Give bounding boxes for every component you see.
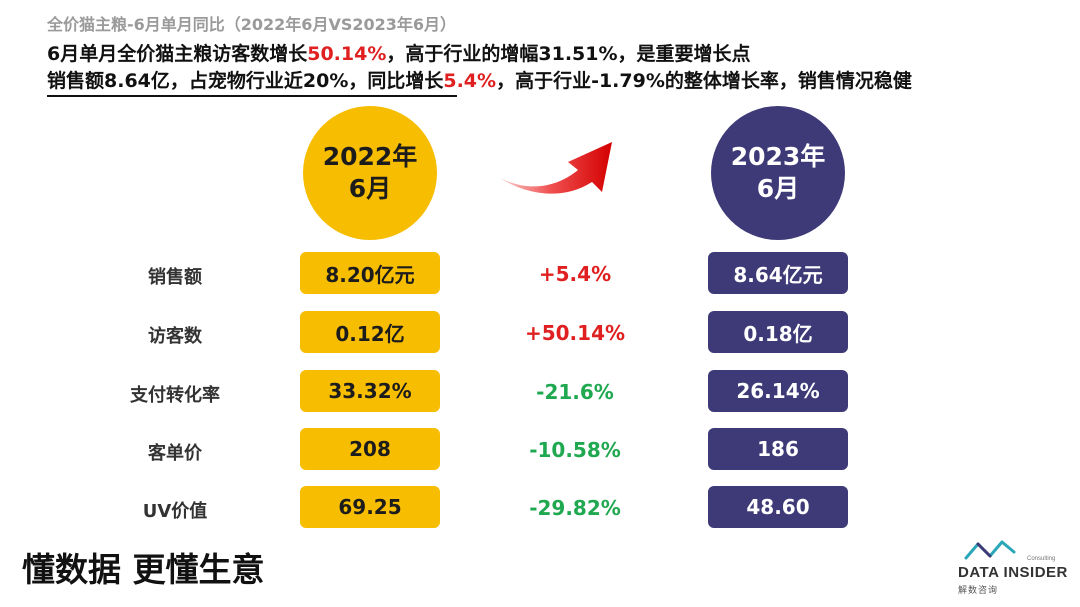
- data-insider-logo-icon: [964, 540, 1016, 560]
- period-circle-2022: 2022年 6月: [303, 106, 437, 240]
- period-2022-year: 2022年: [322, 142, 418, 171]
- metric-2023-aov: 186: [708, 428, 848, 470]
- metric-2022-sales: 8.20亿元: [300, 252, 440, 294]
- period-2023-month: 6月: [756, 174, 800, 203]
- metric-change-conversion: -21.6%: [536, 380, 614, 404]
- metric-label-uv-value: UV价值: [142, 501, 208, 522]
- footer-slogan: 懂数据 更懂生意: [22, 550, 265, 589]
- metric-label-aov: 客单价: [148, 443, 202, 464]
- metric-change-aov: -10.58%: [529, 438, 621, 462]
- logo-tagline: Consulting: [1027, 556, 1056, 562]
- headline-1-text-b: ，高于行业的增幅31.51%，是重要增长点: [386, 43, 751, 65]
- headline-1-text-a: 6月单月全价猫主粮访客数增长: [47, 43, 308, 65]
- metric-label-visitors: 访客数: [148, 326, 202, 347]
- metric-change-visitors: +50.14%: [524, 321, 626, 345]
- data-insider-logo: Consulting DATA INSIDER 解数咨询: [946, 536, 1068, 596]
- metric-label-sales: 销售额: [148, 267, 202, 288]
- metric-label-conversion: 支付转化率: [130, 385, 220, 406]
- metric-change-uv-value: -29.82%: [529, 496, 621, 520]
- metric-2022-visitors: 0.12亿: [300, 311, 440, 353]
- logo-chinese-name: 解数咨询: [958, 586, 999, 596]
- period-2022-month: 6月: [348, 174, 392, 203]
- headline-2-text-a: 销售额8.64亿，占宠物行业近20%，同比增长: [47, 70, 444, 92]
- metric-2022-aov: 208: [300, 428, 440, 470]
- metric-change-sales: +5.4%: [538, 262, 612, 286]
- headline-underline: [47, 95, 457, 97]
- logo-brand-name: DATA INSIDER: [958, 564, 1068, 581]
- metric-2022-uv-value: 69.25: [300, 486, 440, 528]
- headline-2-text-b: ，高于行业-1.79%的整体增长率，销售情况稳健: [496, 70, 912, 92]
- metric-2023-visitors: 0.18亿: [708, 311, 848, 353]
- period-2023-year: 2023年: [730, 142, 826, 171]
- headline-line-2: 销售额8.64亿，占宠物行业近20%，同比增长5.4%，高于行业-1.79%的整…: [47, 66, 912, 93]
- period-circle-2023: 2023年 6月: [711, 106, 845, 240]
- metric-2023-sales: 8.64亿元: [708, 252, 848, 294]
- headline-line-1: 6月单月全价猫主粮访客数增长50.14%，高于行业的增幅31.51%，是重要增长…: [47, 39, 751, 66]
- metric-2023-conversion: 26.14%: [708, 370, 848, 412]
- slide-subtitle: 全价猫主粮-6月单月同比（2022年6月VS2023年6月）: [47, 15, 457, 34]
- headline-1-highlight: 50.14%: [307, 43, 387, 65]
- metric-2023-uv-value: 48.60: [708, 486, 848, 528]
- headline-2-highlight: 5.4%: [443, 70, 497, 92]
- metric-2022-conversion: 33.32%: [300, 370, 440, 412]
- curved-up-arrow-icon: [500, 142, 612, 194]
